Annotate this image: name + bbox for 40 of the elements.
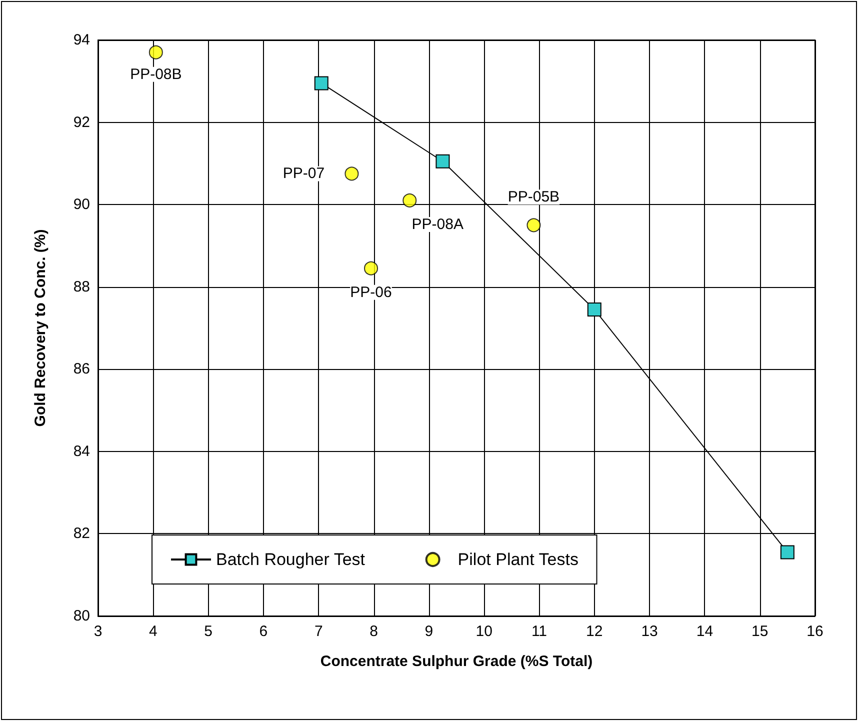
y-axis-title: Gold Recovery to Conc. (%) (32, 229, 49, 427)
y-tick-label: 94 (73, 32, 90, 48)
point (526, 218, 541, 232)
point (436, 154, 450, 168)
x-tick-label: 15 (752, 623, 768, 640)
point (314, 76, 328, 90)
annotation: PP-08A (412, 216, 464, 233)
y-tick-label: 88 (73, 278, 90, 296)
x-tick-label: 12 (586, 623, 603, 640)
x-tick-label: 5 (204, 623, 212, 640)
point (780, 545, 794, 560)
x-tick-label: 14 (696, 623, 714, 640)
y-tick-label: 80 (73, 608, 90, 624)
annotation: PP-05B (508, 188, 560, 206)
x-tick-label: 16 (806, 623, 824, 640)
y-tick-label: 90 (73, 196, 90, 214)
point (364, 261, 378, 276)
legend-label: Pilot Plant Tests (458, 550, 578, 569)
x-tick-label: 7 (314, 623, 323, 640)
y-tick-label: 92 (73, 114, 90, 131)
y-tick-label: 84 (73, 442, 90, 460)
annotation: PP-07 (282, 165, 325, 182)
point (148, 45, 163, 60)
x-tick-label: 4 (148, 623, 158, 640)
y-tick-label: 86 (73, 360, 90, 378)
legend-label: Batch Rougher Test (216, 550, 366, 569)
annotation: PP-08B (130, 66, 182, 83)
x-tick-label: 11 (531, 623, 548, 640)
x-tick-label: 13 (641, 623, 658, 640)
y-tick-label: 82 (73, 525, 90, 542)
point (587, 302, 602, 316)
x-tick-label: 6 (259, 623, 268, 640)
x-tick-label: 8 (370, 623, 378, 640)
x-axis-title: Concentrate Sulphur Grade (%S Total) (320, 653, 593, 670)
point (402, 193, 417, 208)
point (344, 166, 359, 181)
x-tick-label: 10 (476, 623, 492, 640)
annotation: PP-06 (350, 284, 392, 301)
x-tick-label: 3 (94, 623, 102, 640)
x-tick-label: 9 (424, 623, 434, 640)
